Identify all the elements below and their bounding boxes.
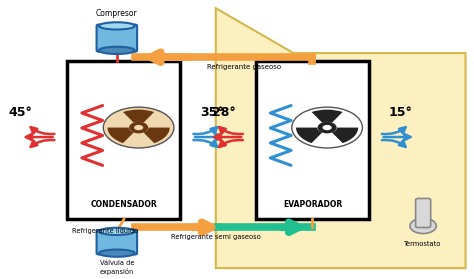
Text: 15°: 15° <box>389 106 413 119</box>
Circle shape <box>318 122 336 133</box>
Text: Compresor: Compresor <box>96 9 138 18</box>
Ellipse shape <box>99 22 135 30</box>
Circle shape <box>322 125 332 130</box>
Wedge shape <box>123 110 154 122</box>
Ellipse shape <box>99 228 135 235</box>
Circle shape <box>410 218 437 234</box>
Text: CONDENSADOR: CONDENSADOR <box>91 200 157 209</box>
Wedge shape <box>332 128 358 143</box>
Text: 45°: 45° <box>9 106 32 119</box>
Circle shape <box>134 125 143 130</box>
Text: Termostato: Termostato <box>404 241 442 247</box>
Text: Refrigerante semi gaseoso: Refrigerante semi gaseoso <box>171 234 261 240</box>
Wedge shape <box>296 128 322 143</box>
Wedge shape <box>108 128 134 143</box>
Text: EVAPORADOR: EVAPORADOR <box>283 200 342 209</box>
Circle shape <box>130 122 147 133</box>
Text: Válvula de
expansión: Válvula de expansión <box>100 260 134 275</box>
Text: 28°: 28° <box>212 106 236 119</box>
FancyBboxPatch shape <box>97 230 137 254</box>
FancyBboxPatch shape <box>67 61 181 219</box>
Text: Refrigerante líquido: Refrigerante líquido <box>72 227 138 234</box>
Text: Refrigerante gaseoso: Refrigerante gaseoso <box>207 64 281 70</box>
Wedge shape <box>144 128 170 143</box>
FancyBboxPatch shape <box>416 198 431 228</box>
Ellipse shape <box>99 249 135 257</box>
FancyBboxPatch shape <box>97 25 137 52</box>
Text: 35°: 35° <box>201 106 224 119</box>
FancyBboxPatch shape <box>256 61 369 219</box>
Ellipse shape <box>99 47 135 54</box>
Polygon shape <box>216 8 465 268</box>
Circle shape <box>292 107 363 148</box>
Wedge shape <box>311 110 343 122</box>
Circle shape <box>103 107 174 148</box>
